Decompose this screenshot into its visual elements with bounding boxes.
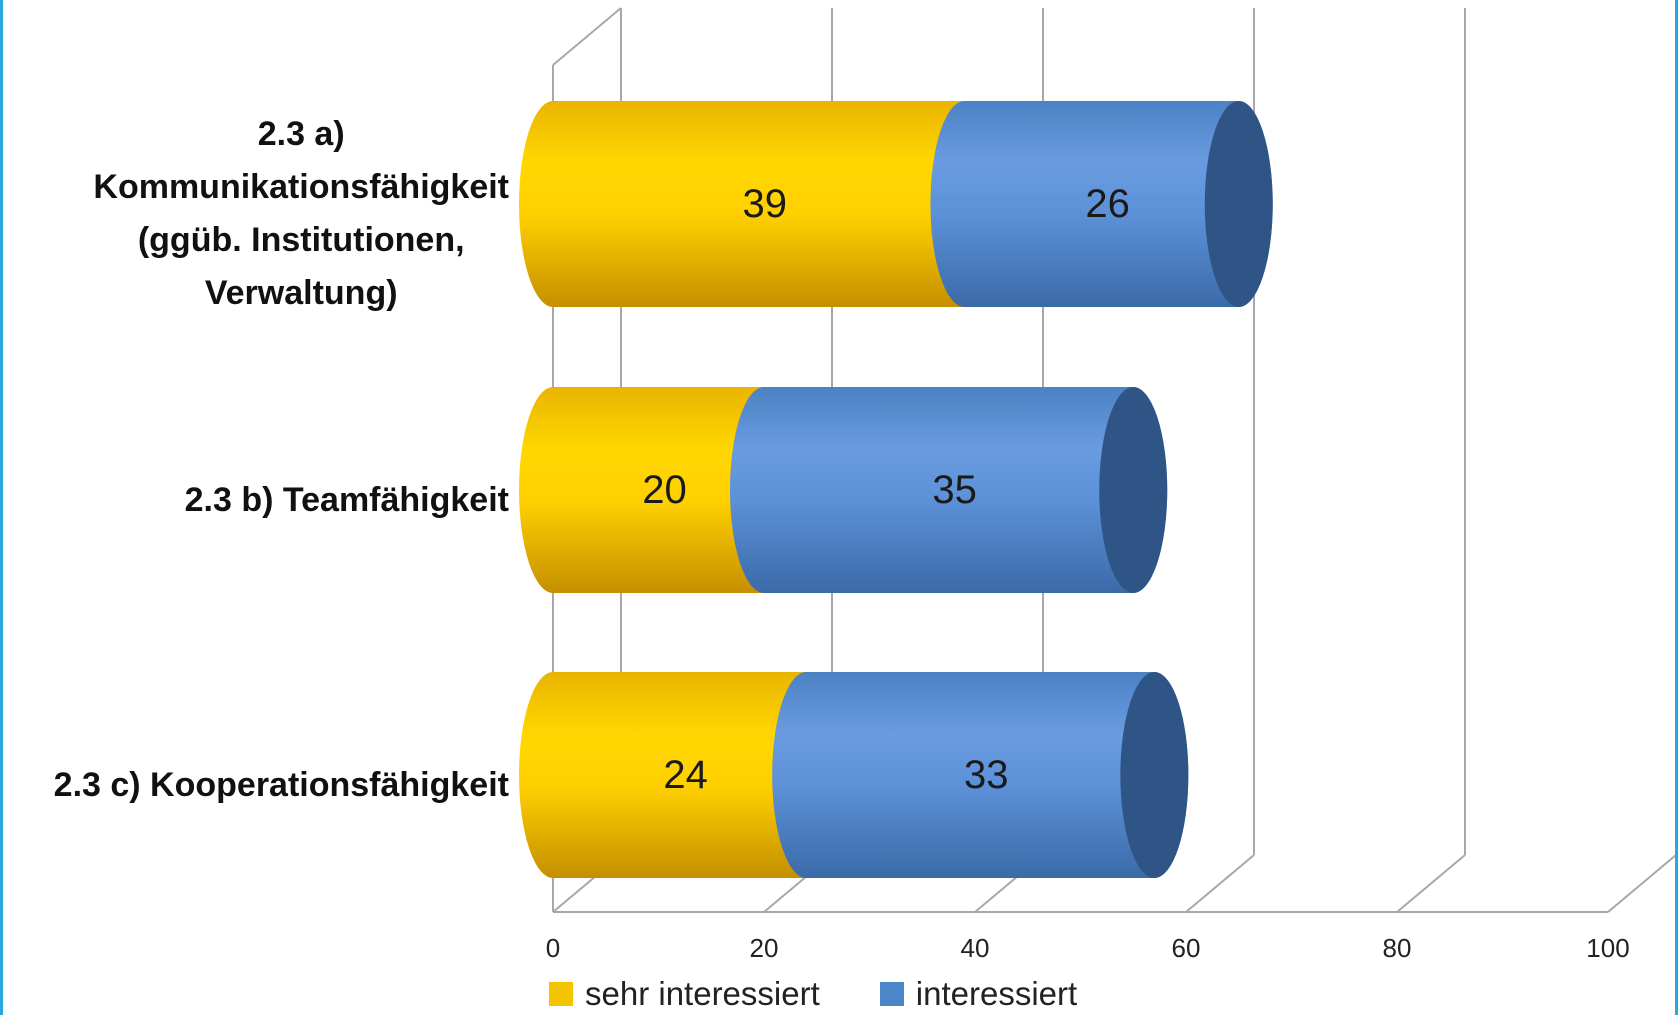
legend-swatch-sehr-interessiert xyxy=(549,982,573,1006)
bar-2-interessiert xyxy=(772,672,1189,878)
legend-label-sehr-interessiert: sehr interessiert xyxy=(585,975,820,1012)
bar-1-end-cap xyxy=(1099,387,1168,593)
legend-item-interessiert: interessiert xyxy=(879,975,1078,1013)
x-tick-label-40: 40 xyxy=(961,933,990,963)
legend-swatch-interessiert xyxy=(879,982,904,1006)
category-label-0: 2.3 a) Kommunikationsfähigkeit (ggüb. In… xyxy=(93,115,509,312)
data-label-1-sehr-interessiert: 20 xyxy=(642,468,687,512)
bar-2-sehr-interessiert xyxy=(519,672,841,878)
x-tick-label-0: 0 xyxy=(546,933,560,963)
x-tick-label-60: 60 xyxy=(1172,933,1201,963)
data-label-2-sehr-interessiert: 24 xyxy=(663,753,708,797)
data-label-0-interessiert: 26 xyxy=(1085,182,1130,226)
chart-canvas: 0 20 40 60 80 100 39 26 20 35 24 33 xyxy=(519,7,1675,963)
floor-line-80 xyxy=(1396,854,1466,913)
floor-line-60 xyxy=(1185,854,1255,913)
x-tick-label-80: 80 xyxy=(1383,933,1412,963)
data-label-1-interessiert: 35 xyxy=(932,468,977,512)
bar-0-interessiert xyxy=(930,101,1273,307)
x-tick-label-100: 100 xyxy=(1586,933,1629,963)
legend-label-interessiert: interessiert xyxy=(915,975,1078,1012)
x-tick-label-20: 20 xyxy=(750,933,779,963)
legend: sehr interessiert interessiert xyxy=(549,973,1137,1015)
category-label-2: 2.3 c) Kooperationsfähigkeit xyxy=(53,765,509,804)
legend-item-sehr-interessiert: sehr interessiert xyxy=(549,975,820,1013)
bar-0-end-cap xyxy=(1204,101,1273,307)
bar-1-interessiert xyxy=(730,387,1168,593)
bar-2-end-cap xyxy=(1120,672,1189,878)
floor-line-100 xyxy=(1607,854,1675,913)
data-label-0-sehr-interessiert: 39 xyxy=(742,182,787,226)
bar-0-sehr-interessiert xyxy=(519,101,999,307)
category-label-1: 2.3 b) Teamfähigkeit xyxy=(184,480,509,519)
side-wall-top-edge xyxy=(552,7,622,66)
bar-1-sehr-interessiert xyxy=(519,387,798,593)
data-label-2-interessiert: 33 xyxy=(964,753,1009,797)
